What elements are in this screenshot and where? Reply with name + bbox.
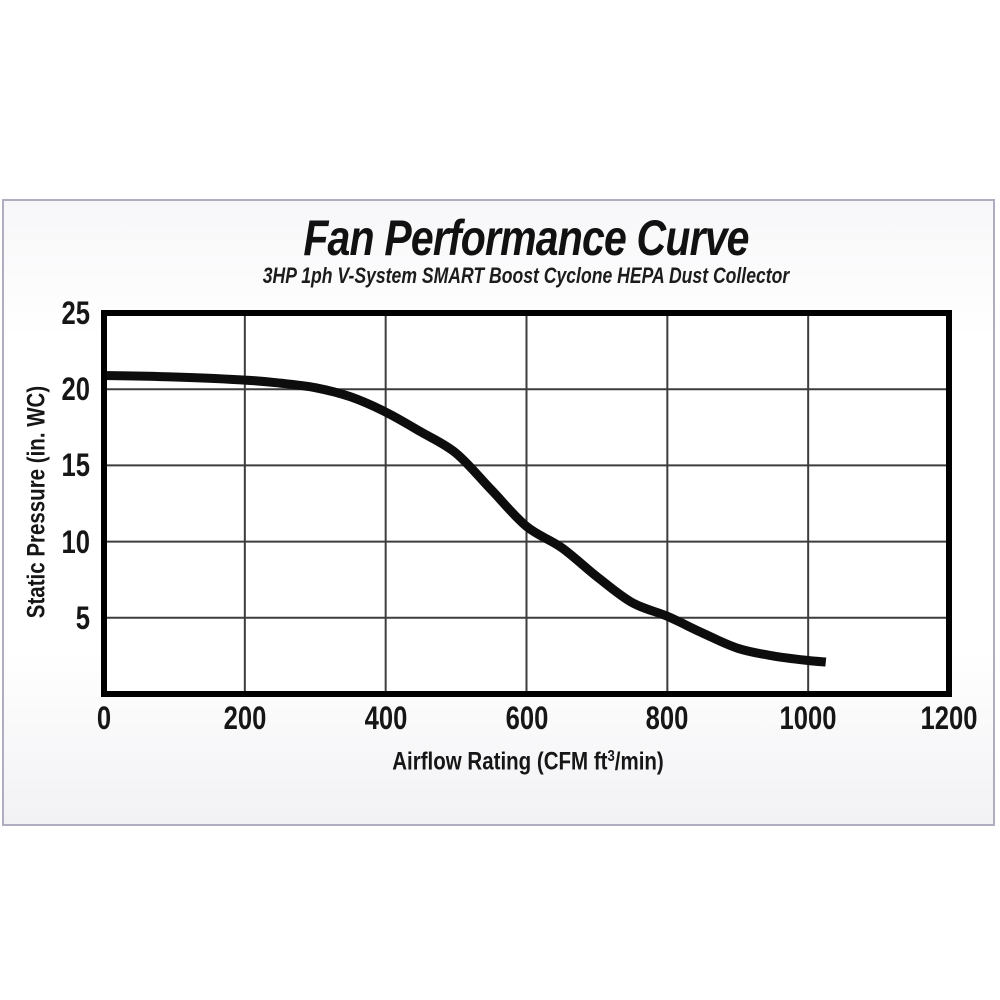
plot-svg bbox=[101, 310, 952, 697]
chart-title: Fan Performance Curve bbox=[303, 210, 749, 266]
plot-frame bbox=[101, 310, 952, 697]
x-axis-title-superscript: 3 bbox=[607, 748, 615, 765]
y-axis-title: Static Pressure (in. WC) bbox=[22, 385, 51, 619]
x-axis-title-prefix: Airflow Rating (CFM ft bbox=[392, 747, 608, 776]
plot-region: 0 200 400 600 800 1000 1200 5 10 15 20 25 bbox=[4, 201, 993, 824]
chart-card: Fan Performance Curve 3HP 1ph V-System S… bbox=[2, 199, 995, 826]
chart-subtitle: 3HP 1ph V-System SMART Boost Cyclone HEP… bbox=[262, 263, 790, 288]
x-axis-title: Airflow Rating (CFM ft3/min) bbox=[392, 747, 663, 776]
fan-performance-curve bbox=[103, 371, 827, 667]
x-axis-title-suffix: /min) bbox=[614, 747, 664, 776]
